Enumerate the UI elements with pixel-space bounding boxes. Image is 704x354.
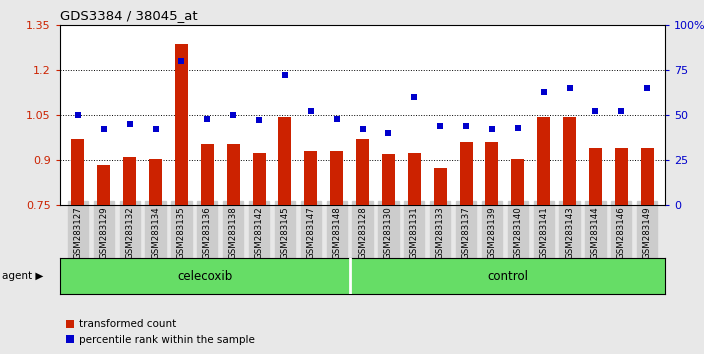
Bar <box>615 148 628 205</box>
Point <box>564 85 575 91</box>
Bar <box>123 157 136 205</box>
Point <box>150 127 161 132</box>
Point <box>538 89 549 95</box>
Point <box>486 127 498 132</box>
Bar <box>486 142 498 205</box>
Bar <box>279 116 291 205</box>
Point <box>305 109 316 114</box>
Bar <box>641 148 653 205</box>
Point <box>279 73 291 78</box>
Bar <box>97 165 111 205</box>
Point <box>124 121 135 127</box>
Bar <box>72 139 84 205</box>
Bar <box>227 144 239 205</box>
Point <box>253 118 265 123</box>
Point <box>590 109 601 114</box>
Bar <box>589 148 602 205</box>
Legend: transformed count, percentile rank within the sample: transformed count, percentile rank withi… <box>61 315 259 349</box>
Point <box>357 127 368 132</box>
Bar <box>175 44 188 205</box>
Bar <box>201 144 214 205</box>
Text: GDS3384 / 38045_at: GDS3384 / 38045_at <box>60 9 197 22</box>
Point <box>383 130 394 136</box>
Point <box>227 112 239 118</box>
Point <box>434 123 446 129</box>
Point <box>73 112 84 118</box>
Bar <box>304 151 318 205</box>
Point <box>616 109 627 114</box>
Point <box>201 116 213 121</box>
Bar <box>563 116 576 205</box>
Point <box>98 127 109 132</box>
Bar <box>149 159 162 205</box>
Point <box>409 94 420 100</box>
Bar <box>253 153 265 205</box>
Bar <box>537 116 550 205</box>
Bar <box>460 142 472 205</box>
Point <box>641 85 653 91</box>
Bar <box>511 159 524 205</box>
Bar <box>356 139 369 205</box>
Text: control: control <box>487 270 528 282</box>
Text: agent ▶: agent ▶ <box>2 271 44 281</box>
Point <box>331 116 342 121</box>
Point <box>460 123 472 129</box>
Text: celecoxib: celecoxib <box>177 270 232 282</box>
Point <box>176 58 187 64</box>
Bar <box>408 153 421 205</box>
Bar <box>434 168 446 205</box>
Bar <box>382 154 395 205</box>
Point <box>513 125 524 131</box>
Bar <box>330 151 343 205</box>
